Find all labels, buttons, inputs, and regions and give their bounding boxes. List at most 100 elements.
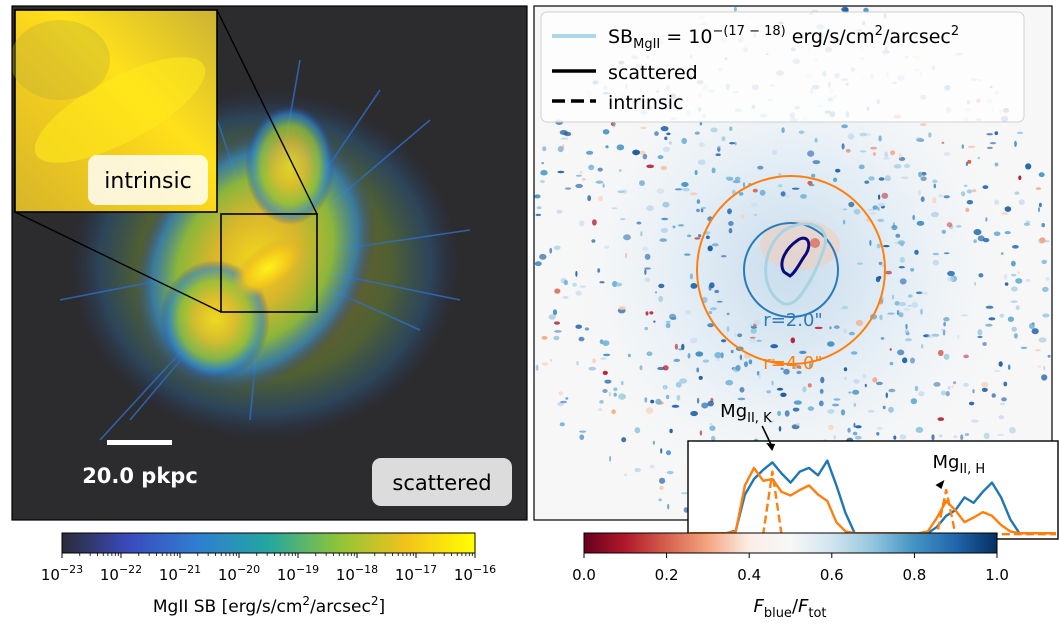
speckle xyxy=(665,322,671,329)
speckle xyxy=(553,335,560,341)
speckle xyxy=(621,437,627,443)
speckle xyxy=(933,183,937,189)
speckle xyxy=(750,324,753,327)
speckle xyxy=(957,334,960,340)
speckle xyxy=(1018,199,1025,206)
legend-contour-label: SBMgII = 10−(17 − 18) erg/s/cm2/arcsec2 xyxy=(608,24,959,52)
speckle xyxy=(575,270,578,277)
speckle xyxy=(898,301,907,307)
speckle xyxy=(579,434,585,441)
speckle xyxy=(920,196,925,202)
speckle xyxy=(592,358,596,364)
speckle xyxy=(592,219,597,226)
speckle xyxy=(905,338,912,342)
speckle xyxy=(890,150,896,156)
right-colorbar-tick-label: 1.0 xyxy=(985,566,1009,584)
speckle xyxy=(579,220,585,227)
speckle xyxy=(915,137,924,142)
speckle xyxy=(714,352,722,359)
speckle xyxy=(1025,163,1032,170)
speckle xyxy=(644,277,651,282)
speckle xyxy=(1010,300,1018,303)
speckle xyxy=(973,239,977,244)
speckle xyxy=(857,262,863,265)
speckle xyxy=(588,366,597,371)
speckle xyxy=(900,176,909,180)
speckle xyxy=(677,224,685,227)
speckle xyxy=(814,326,823,330)
speckle xyxy=(994,199,999,205)
speckle xyxy=(892,221,895,228)
speckle xyxy=(554,321,560,325)
speckle xyxy=(780,191,786,197)
speckle xyxy=(1017,271,1020,274)
speckle xyxy=(1020,346,1028,349)
speckle xyxy=(955,225,962,228)
speckle xyxy=(858,164,865,170)
speckle xyxy=(737,397,746,401)
speckle xyxy=(947,270,955,277)
speckle xyxy=(783,368,790,375)
speckle xyxy=(675,381,682,388)
left-colorbar-tick-label: 10−18 xyxy=(336,563,378,584)
speckle xyxy=(912,214,915,221)
speckle xyxy=(966,189,973,194)
speckle xyxy=(752,188,758,193)
speckle xyxy=(847,133,855,140)
speckle xyxy=(556,209,563,214)
speckle xyxy=(921,171,927,176)
speckle xyxy=(725,176,733,179)
speckle xyxy=(579,171,583,174)
speckle xyxy=(889,348,892,351)
speckle xyxy=(1035,187,1042,190)
speckle xyxy=(1041,374,1048,381)
speckle xyxy=(882,157,890,160)
speckle xyxy=(985,323,993,327)
speckle xyxy=(644,253,651,260)
speckle xyxy=(652,440,656,445)
speckle xyxy=(960,314,969,317)
speckle xyxy=(848,201,855,208)
speckle xyxy=(695,351,704,357)
speckle xyxy=(910,357,915,364)
speckle xyxy=(812,160,821,165)
speckle xyxy=(859,132,868,137)
speckle xyxy=(1004,231,1011,235)
speckle xyxy=(646,351,653,357)
speckle xyxy=(848,331,855,336)
speckle xyxy=(620,218,626,221)
speckle xyxy=(696,199,701,204)
speckle xyxy=(730,349,734,354)
speckle xyxy=(932,179,938,184)
speckle xyxy=(961,191,966,197)
speckle xyxy=(669,141,672,145)
right-colorbar-ticks: 0.0 0.2 0.4 0.6 0.8 1.0 xyxy=(572,553,1009,584)
speckle xyxy=(940,328,944,331)
speckle xyxy=(564,187,572,190)
speckle xyxy=(707,245,713,252)
speckle xyxy=(539,180,545,183)
speckle xyxy=(534,194,541,199)
speckle xyxy=(653,320,656,323)
speckle xyxy=(932,252,940,256)
speckle xyxy=(931,434,935,441)
speckle xyxy=(750,202,758,208)
speckle xyxy=(542,146,547,152)
speckle xyxy=(920,176,927,181)
speckle xyxy=(563,280,569,286)
speckle xyxy=(655,291,657,294)
speckle xyxy=(560,400,568,404)
speckle xyxy=(650,399,655,404)
speckle xyxy=(768,420,774,424)
speckle xyxy=(942,329,946,336)
speckle xyxy=(1038,337,1047,343)
speckle xyxy=(640,231,643,237)
speckle xyxy=(899,434,907,440)
speckle xyxy=(829,326,832,330)
speckle xyxy=(1025,220,1031,224)
speckle xyxy=(899,256,905,263)
speckle xyxy=(548,314,556,320)
speckle xyxy=(967,159,972,164)
speckle xyxy=(876,432,880,436)
